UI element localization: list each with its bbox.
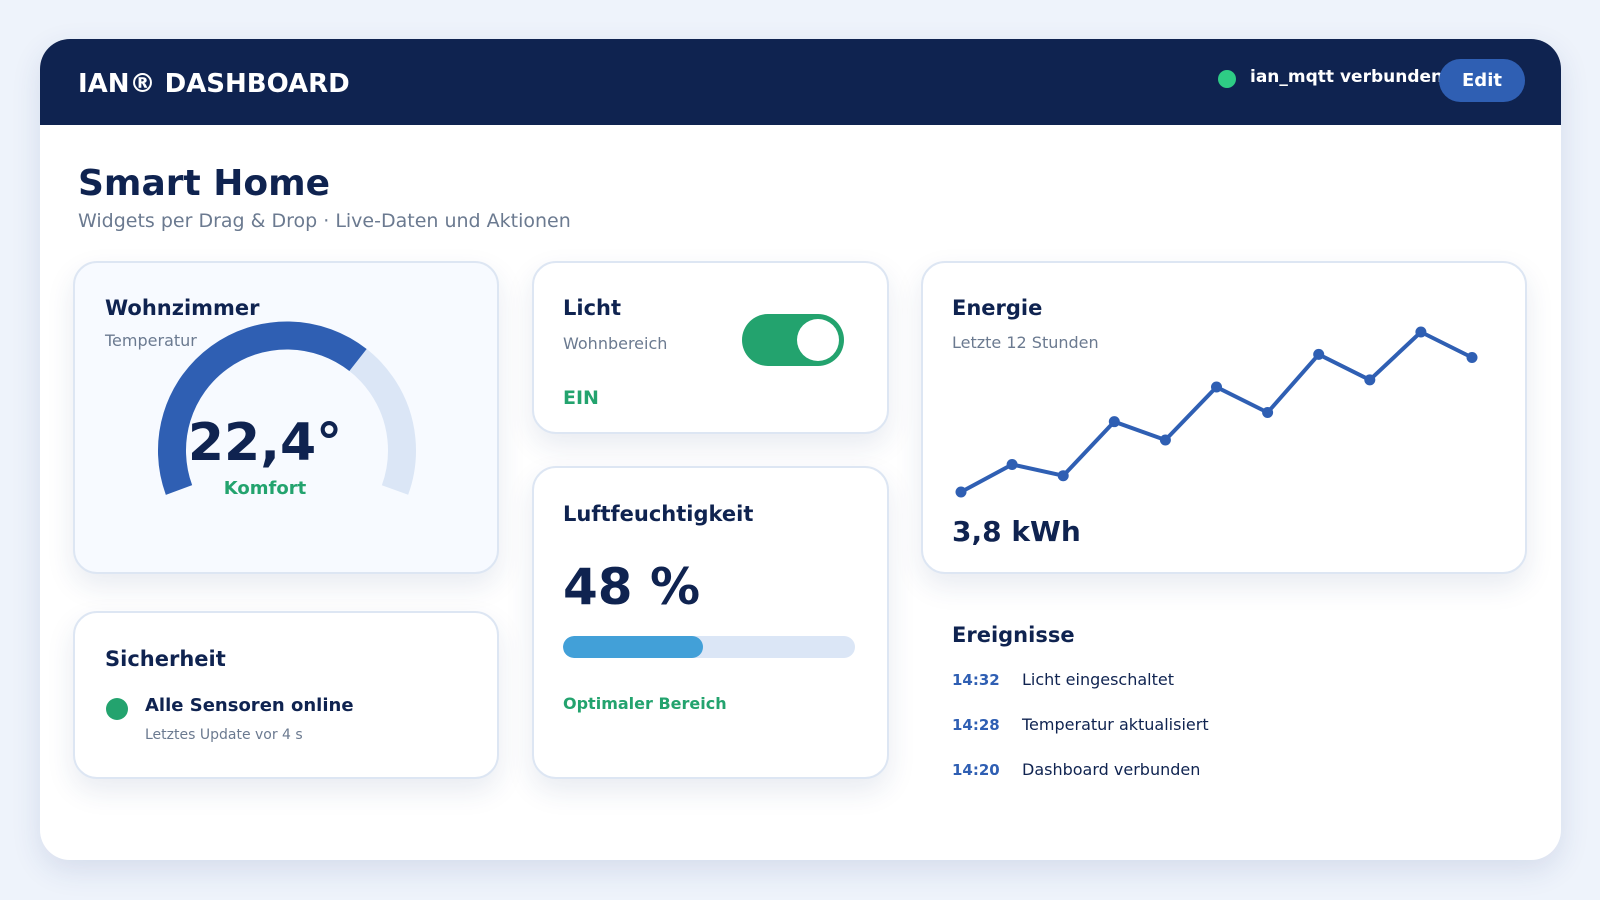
events-title: Ereignisse xyxy=(952,623,1075,647)
status-dot xyxy=(106,698,128,720)
humidity-widget[interactable]: Luftfeuchtigkeit 48 % Optimaler Bereich xyxy=(532,466,889,779)
page-title: Smart Home xyxy=(78,163,331,204)
temperature-widget[interactable]: Wohnzimmer Temperatur 22,4° Komfort xyxy=(73,261,499,574)
toggle-knob xyxy=(797,319,839,361)
trend-point xyxy=(1313,348,1325,360)
trend-point xyxy=(1415,326,1427,338)
gauge-fill xyxy=(158,321,367,495)
trend-point xyxy=(1006,458,1018,470)
security-detail: Letztes Update vor 4 s xyxy=(145,727,303,743)
edit-button[interactable]: Edit xyxy=(1439,59,1525,102)
humidity-state: Optimaler Bereich xyxy=(563,694,727,713)
header: IAN® DASHBOARD ian_mqtt verbunden Edit xyxy=(40,39,1561,125)
event-time: 14:32 xyxy=(952,671,1000,689)
humidity-bar xyxy=(563,636,704,658)
trend-point xyxy=(1108,416,1120,428)
trend-point xyxy=(955,486,967,498)
energy-trend xyxy=(955,326,1478,498)
widget-title: Luftfeuchtigkeit xyxy=(563,502,754,526)
event-time: 14:28 xyxy=(952,716,1000,734)
widget-title: Sicherheit xyxy=(105,647,226,671)
energy-value: 3,8 kWh xyxy=(952,515,1081,548)
temperature-state: Komfort xyxy=(223,478,307,499)
event-text: Temperatur aktualisiert xyxy=(1022,715,1209,734)
light-toggle[interactable] xyxy=(742,314,844,366)
widget-title: Licht xyxy=(563,296,622,320)
trend-point xyxy=(1057,470,1069,482)
app-title: IAN® DASHBOARD xyxy=(78,69,350,99)
widget-subtitle: Letzte 12 Stunden xyxy=(952,333,1099,352)
trend-point xyxy=(1262,407,1274,419)
event-time: 14:20 xyxy=(952,761,1000,779)
trend-point xyxy=(1364,374,1376,386)
page-subtitle: Widgets per Drag & Drop · Live-Daten und… xyxy=(78,210,571,232)
widget-subtitle: Wohnbereich xyxy=(563,334,668,353)
energy-widget[interactable]: Energie Letzte 12 Stunden 3,8 kWh xyxy=(921,261,1527,574)
trend-line xyxy=(960,330,1473,494)
status-text: ian_mqtt verbunden xyxy=(1250,67,1444,87)
security-status: Alle Sensoren online xyxy=(145,695,354,716)
trend-point xyxy=(1211,381,1222,393)
light-widget[interactable]: Licht Wohnbereich EIN xyxy=(532,261,889,434)
trend-point xyxy=(1159,434,1171,446)
humidity-value: 48 % xyxy=(563,558,701,616)
event-text: Dashboard verbunden xyxy=(1022,760,1201,779)
widget-subtitle: Temperatur xyxy=(105,331,197,350)
temperature-value: 22,4° xyxy=(187,413,343,473)
event-text: Licht eingeschaltet xyxy=(1022,670,1174,689)
widget-title: Wohnzimmer xyxy=(105,296,260,320)
status-dot xyxy=(1218,70,1236,88)
humidity-track xyxy=(563,636,855,658)
trend-point xyxy=(1466,351,1478,363)
widget-title: Energie xyxy=(952,296,1043,320)
security-widget[interactable]: Sicherheit Alle Sensoren online Letztes … xyxy=(73,611,499,779)
light-state: EIN xyxy=(563,387,599,409)
gauge xyxy=(158,321,416,495)
